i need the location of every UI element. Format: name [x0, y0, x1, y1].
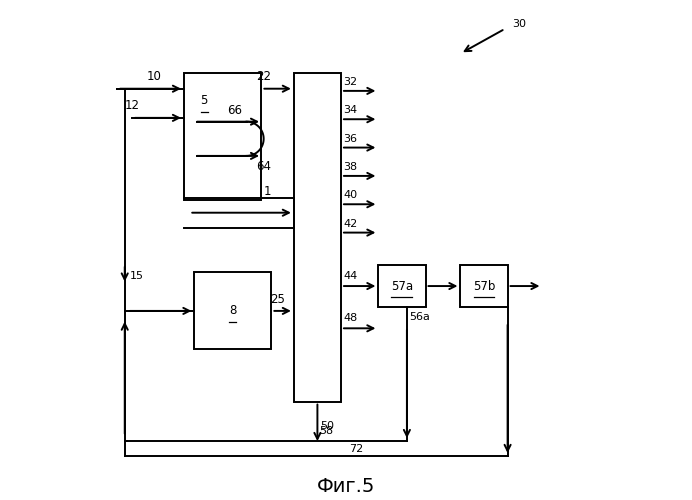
Text: 57a: 57a [391, 280, 413, 292]
Text: Фиг.5: Фиг.5 [317, 476, 375, 496]
Text: 25: 25 [270, 293, 285, 306]
Text: 12: 12 [125, 99, 140, 112]
Text: 40: 40 [343, 190, 358, 200]
Text: 32: 32 [343, 77, 358, 87]
Text: 72: 72 [349, 444, 363, 454]
Text: 66: 66 [227, 104, 242, 117]
Bar [194, 272, 271, 349]
Text: 15: 15 [129, 272, 144, 281]
Text: 5: 5 [201, 94, 208, 108]
Bar [294, 74, 341, 402]
Bar [379, 265, 426, 307]
Text: 42: 42 [343, 218, 358, 228]
Text: 22: 22 [257, 70, 271, 82]
Text: 1: 1 [264, 185, 271, 198]
Text: 57b: 57b [473, 280, 495, 292]
Text: 10: 10 [147, 70, 162, 82]
Bar [184, 74, 262, 200]
Text: 50: 50 [320, 422, 334, 432]
Text: 44: 44 [343, 271, 358, 281]
Text: 56a: 56a [410, 312, 430, 322]
Text: 38: 38 [343, 162, 358, 172]
Bar [460, 265, 508, 307]
Text: 58: 58 [319, 426, 333, 436]
Text: 36: 36 [343, 134, 358, 143]
Text: 8: 8 [229, 304, 237, 318]
Text: 64: 64 [257, 160, 271, 173]
Text: 34: 34 [343, 106, 358, 116]
Text: 48: 48 [343, 314, 358, 324]
Text: 30: 30 [513, 18, 527, 28]
